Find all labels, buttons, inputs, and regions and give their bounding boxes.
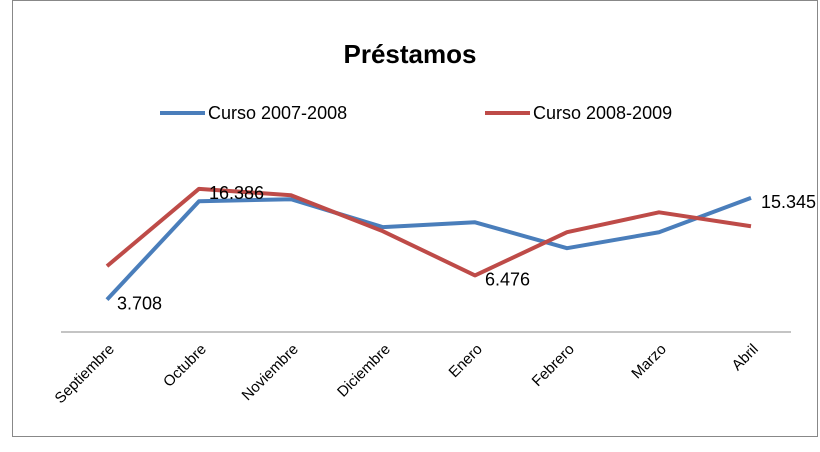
- data-label: 16.386: [209, 183, 264, 203]
- series-line: [105, 196, 752, 301]
- data-label: 15.345: [761, 192, 816, 212]
- data-label: 3.708: [117, 294, 162, 314]
- legend-label: Curso 2007-2008: [208, 103, 347, 123]
- legend-label: Curso 2008-2009: [533, 103, 672, 123]
- series-line: [105, 186, 752, 278]
- chart-title: Préstamos: [344, 39, 477, 69]
- chart-frame: [12, 0, 818, 437]
- data-label: 6.476: [485, 269, 530, 289]
